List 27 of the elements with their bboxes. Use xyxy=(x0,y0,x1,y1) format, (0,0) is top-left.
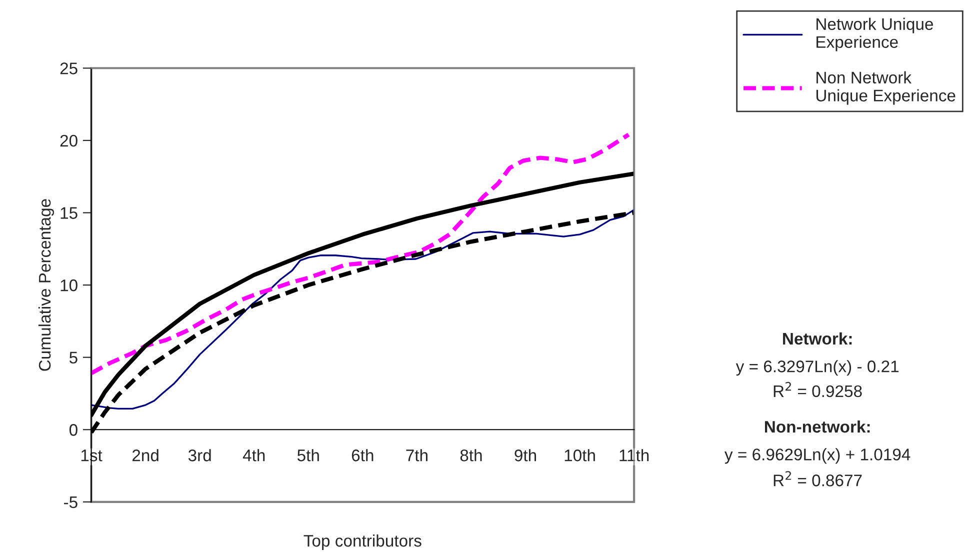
line-series xyxy=(91,132,631,376)
x-tick-label: 3rd xyxy=(188,449,211,462)
text: R$^{2}$ = 0.9258 xyxy=(774,382,862,398)
y-tick-label: 20 xyxy=(60,134,78,147)
y-axis-title: Cumulative Percentage xyxy=(38,199,54,371)
y-tick-label: -5 xyxy=(64,496,78,508)
x-tick-label: 7th xyxy=(406,449,428,462)
y-tick-label: 10 xyxy=(60,279,78,292)
x-tick-label: 2nd xyxy=(132,449,158,462)
x-tick-label: 5th xyxy=(297,449,319,462)
y-tick-label: 0 xyxy=(69,424,78,436)
x-tick-label: 4th xyxy=(242,449,265,462)
x-tick-label: 9th xyxy=(514,449,536,462)
text: R$^{2}$ = 0.8677 xyxy=(774,471,862,486)
text: y = 6.3297Ln(x) - 0.21 xyxy=(736,360,899,376)
x-axis-title: Top contributors xyxy=(304,534,422,550)
text: Network: xyxy=(783,332,852,345)
y-tick-label: 15 xyxy=(60,207,78,219)
text: y = 6.9629Ln(x) + 1.0194 xyxy=(724,448,910,464)
y-tick-label: 25 xyxy=(60,62,78,74)
x-tick-label: 8th xyxy=(460,449,482,462)
x-tick-label: 6th xyxy=(352,449,374,462)
text: Non-network: xyxy=(765,420,870,433)
legend-label: Network Unique Experience xyxy=(816,18,934,52)
y-tick-label: 5 xyxy=(69,352,78,364)
x-tick-label: 10th xyxy=(564,449,595,462)
legend-label: Non Network Unique Experience xyxy=(816,71,956,105)
